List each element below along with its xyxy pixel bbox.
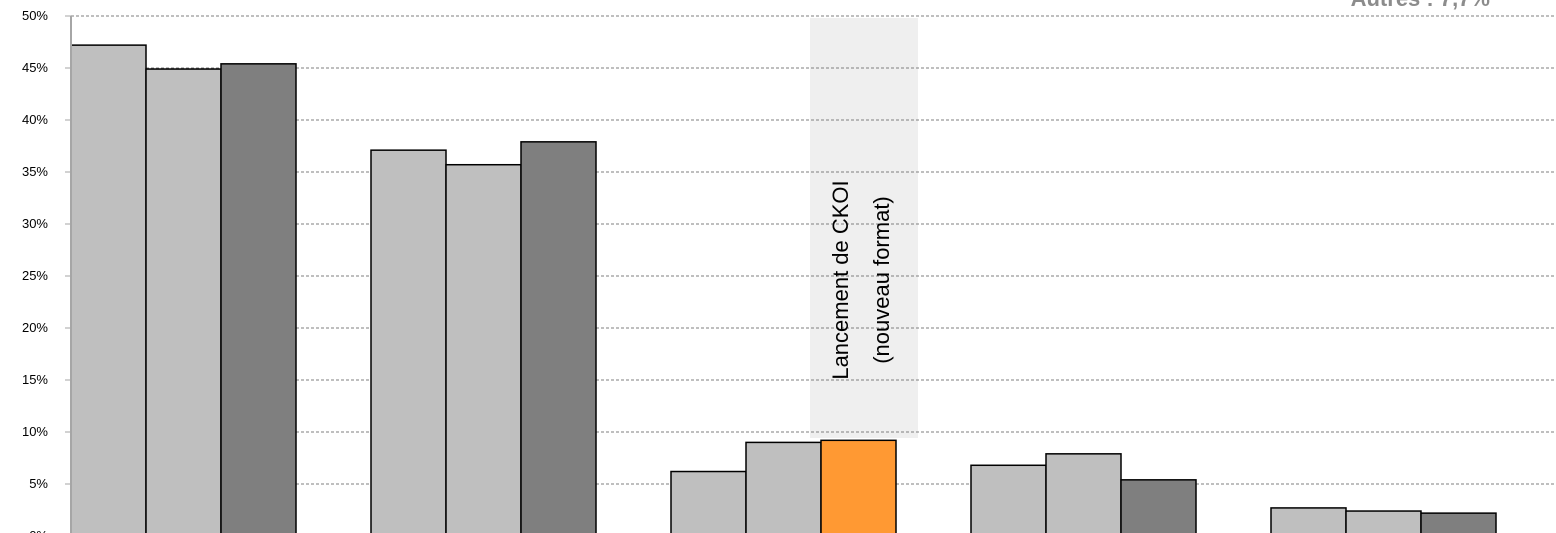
bar: [1345, 510, 1422, 533]
y-tick-label: 40%: [22, 112, 48, 127]
bar: [970, 464, 1047, 533]
bar: [70, 44, 147, 533]
annotation-panel: [810, 18, 918, 438]
annotation-line2: (nouveau format): [869, 196, 894, 364]
annotation-line1: Lancement de CKOI: [828, 180, 853, 379]
bar: [370, 149, 447, 533]
bar: [1045, 453, 1122, 533]
bar: [745, 441, 822, 533]
y-tick-label: 20%: [22, 320, 48, 335]
y-tick-label: 15%: [22, 372, 48, 387]
y-tick-label: 50%: [22, 8, 48, 23]
y-tick-label: 5%: [29, 476, 48, 491]
bar: [820, 439, 897, 533]
y-tick-label: 0%: [29, 528, 48, 533]
y-tick-label: 30%: [22, 216, 48, 231]
bar: [1420, 512, 1497, 533]
y-tick-label: 45%: [22, 60, 48, 75]
y-tick-label: 25%: [22, 268, 48, 283]
corner-label: Autres : 7,7%: [1351, 0, 1490, 11]
bar: [445, 163, 522, 533]
bar: [1120, 479, 1197, 533]
bar: [145, 68, 222, 533]
bar: [670, 470, 747, 533]
bar: [520, 141, 597, 533]
bar: [1270, 507, 1347, 533]
bar: [220, 63, 297, 533]
y-tick-label: 35%: [22, 164, 48, 179]
y-tick-label: 10%: [22, 424, 48, 439]
